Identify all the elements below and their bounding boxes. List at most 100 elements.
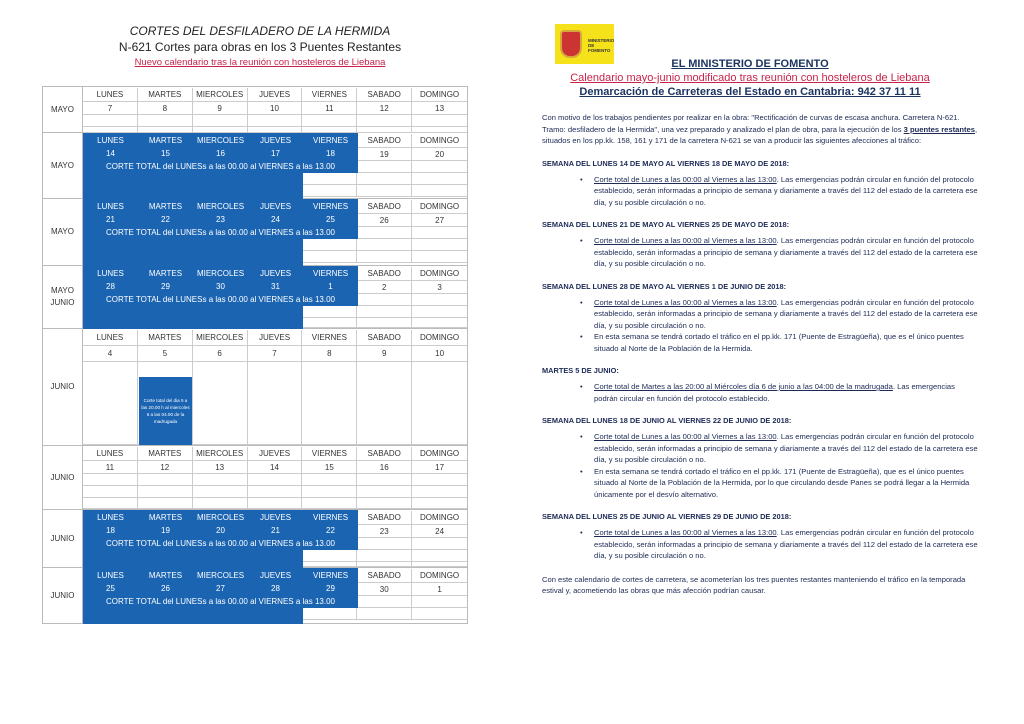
cut-block-lower bbox=[83, 173, 303, 199]
calendar-week: JUNIO SABADO DOMINGO 23 24 LUNES MARTES MIERCOL… bbox=[42, 510, 468, 568]
empty-cell bbox=[357, 239, 413, 250]
day-number: 12 bbox=[138, 461, 193, 473]
day-header: JUEVES bbox=[259, 513, 292, 522]
day-header: DOMINGO bbox=[420, 571, 460, 580]
empty-cell bbox=[248, 115, 303, 126]
empty-cell bbox=[357, 294, 413, 305]
empty-cell bbox=[302, 115, 358, 126]
empty-cell bbox=[357, 562, 413, 566]
empty-cell bbox=[412, 294, 467, 305]
day-header: LUNES bbox=[83, 447, 138, 460]
day-number: 23 bbox=[357, 525, 413, 537]
section-heading: SEMANA DEL LUNES 28 DE MAYO AL VIERNES 1… bbox=[542, 281, 787, 291]
cut-header-row: LUNES MARTES MIERCOLES JUEVES VIERNES bbox=[83, 512, 358, 523]
day-header: MIERCOLES bbox=[193, 330, 248, 345]
empty-cell bbox=[357, 227, 413, 238]
day-number: 31 bbox=[271, 282, 280, 291]
cut-block bbox=[83, 510, 358, 550]
day-number: 14 bbox=[248, 461, 303, 473]
month-label: MAYO bbox=[43, 133, 83, 198]
date-row: 4 5 6 7 8 9 10 bbox=[83, 346, 467, 362]
empty-cell bbox=[412, 362, 467, 444]
day-number: 22 bbox=[326, 526, 335, 535]
cut-block-lower bbox=[83, 306, 303, 329]
bullet-text: En esta semana se tendrá cortado el tráf… bbox=[594, 332, 964, 353]
day-header: SABADO bbox=[357, 267, 413, 280]
day-number: 2 bbox=[357, 281, 413, 293]
empty-row bbox=[83, 498, 467, 509]
bullet-item: Corte total de Lunes a las 00:00 al Vier… bbox=[580, 527, 980, 562]
day-header: JUEVES bbox=[248, 447, 303, 460]
empty-cell bbox=[412, 486, 467, 497]
day-number: 28 bbox=[106, 282, 115, 291]
day-number: 29 bbox=[326, 584, 335, 593]
empty-cell bbox=[357, 127, 413, 132]
empty-cell bbox=[248, 362, 303, 444]
day-number: 30 bbox=[357, 583, 413, 595]
bullet-text: En esta semana se tendrá cortado el tráf… bbox=[594, 466, 970, 499]
empty-cell bbox=[302, 127, 358, 132]
calendar-note: Nuevo calendario tras la reunión con hos… bbox=[134, 57, 386, 68]
empty-cell bbox=[138, 127, 193, 132]
day-header: MARTES bbox=[138, 447, 193, 460]
day-header: VIERNES bbox=[312, 269, 349, 278]
empty-row bbox=[83, 115, 467, 127]
empty-cell bbox=[357, 498, 413, 508]
ministry-logo: MINISTERIO DE FOMENTO bbox=[555, 24, 614, 64]
day-header: DOMINGO bbox=[420, 333, 460, 342]
empty-cell bbox=[138, 474, 193, 485]
bullet-text: . Las emergencias podrán circular en fun… bbox=[594, 174, 978, 207]
day-number: 12 bbox=[357, 102, 413, 114]
empty-cell bbox=[412, 498, 467, 508]
day-header: DOMINGO bbox=[420, 513, 460, 522]
bullet-item: En esta semana se tendrá cortado el tráf… bbox=[580, 466, 980, 501]
section-heading: SEMANA DEL LUNES 25 DE JUNIO AL VIERNES … bbox=[542, 512, 792, 521]
empty-cell bbox=[248, 486, 303, 497]
notice-sections: SEMANA DEL LUNES 14 DE MAYO AL VIERNES 1… bbox=[542, 158, 982, 562]
day-header: LUNES bbox=[83, 330, 138, 345]
day-header: MIERCOLES bbox=[196, 136, 245, 145]
day-header: MIERCOLES bbox=[196, 571, 245, 580]
day-header: SABADO bbox=[357, 134, 413, 147]
calendar-title: CORTES DEL DESFILADERO DE LA HERMIDA bbox=[129, 24, 391, 38]
month-label: JUNIO bbox=[43, 446, 83, 509]
day-number: 15 bbox=[302, 461, 358, 473]
section-heading: SEMANA DEL LUNES 21 DE MAYO AL VIERNES 2… bbox=[542, 220, 790, 229]
day-header: MIERCOLES bbox=[193, 88, 248, 101]
empty-cell bbox=[357, 362, 413, 444]
bullet-text: . Las emergencias podrán circular en fun… bbox=[594, 297, 978, 330]
day-header: MIERCOLES bbox=[196, 269, 245, 278]
day-header: JUEVES bbox=[259, 269, 292, 278]
month-label: JUNIO bbox=[43, 510, 83, 567]
cut-date-row: 28 29 30 31 1 bbox=[83, 281, 358, 292]
bullet-text: . Las emergencias podrán circular en fun… bbox=[594, 236, 978, 268]
cut-block bbox=[83, 199, 358, 239]
empty-cell bbox=[357, 596, 413, 607]
empty-cell bbox=[248, 474, 303, 485]
calendar-week: MAYO JUNIO SABADO DOMINGO 2 3 LUNES MARTES MIER… bbox=[42, 266, 468, 329]
day-number: 17 bbox=[435, 463, 445, 472]
empty-cell bbox=[357, 185, 413, 196]
day-number: 8 bbox=[302, 346, 358, 361]
ministry-subtitle: Calendario mayo-junio modificado tras re… bbox=[570, 72, 930, 84]
cut-header-row: LUNES MARTES MIERCOLES JUEVES VIERNES bbox=[83, 135, 358, 146]
day-header: LUNES bbox=[83, 88, 138, 101]
cut-date-row: 21 22 23 24 25 bbox=[83, 214, 358, 225]
bullet-item: Corte total de Martes a las 20:00 al Mié… bbox=[580, 381, 980, 404]
empty-cell bbox=[357, 608, 413, 619]
day-number: 24 bbox=[435, 527, 445, 536]
empty-cell bbox=[138, 486, 193, 497]
day-header: SABADO bbox=[357, 569, 413, 582]
empty-row bbox=[83, 127, 467, 133]
day-header: SABADO bbox=[357, 200, 413, 213]
day-number: 17 bbox=[271, 149, 280, 158]
empty-cell bbox=[138, 498, 193, 508]
day-number: 13 bbox=[435, 104, 445, 113]
month-label: JUNIO bbox=[43, 568, 83, 623]
empty-cell bbox=[412, 185, 467, 196]
empty-cell bbox=[193, 486, 248, 497]
cut-block bbox=[83, 266, 358, 306]
empty-cell bbox=[357, 474, 413, 485]
day-number: 14 bbox=[106, 149, 115, 158]
day-number: 26 bbox=[161, 584, 170, 593]
